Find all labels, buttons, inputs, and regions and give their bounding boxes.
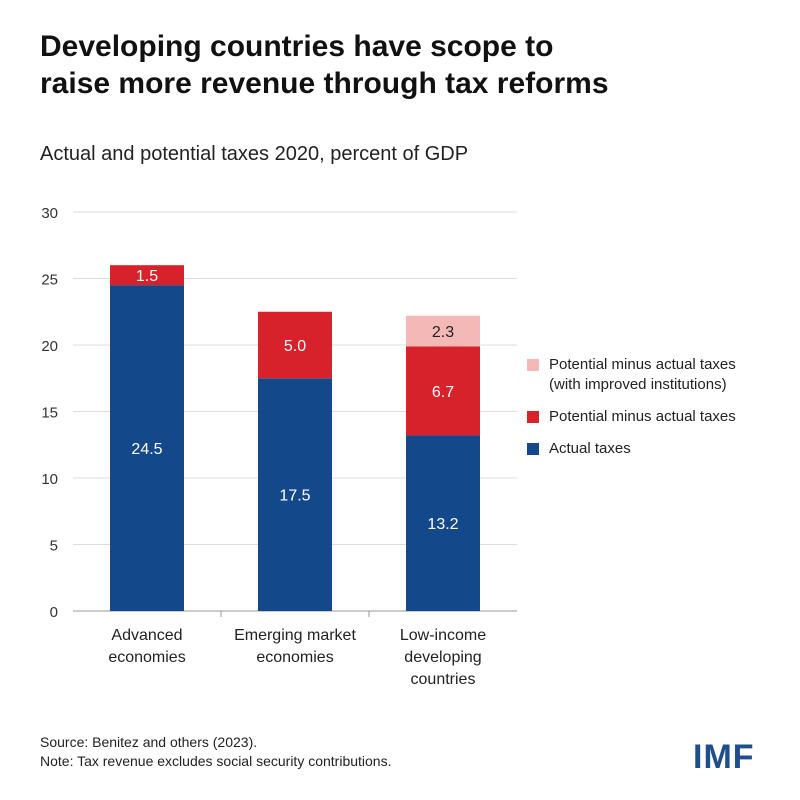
- legend-swatch-potential-minus-actual: [527, 411, 539, 423]
- data-label-0-0: 24.5: [131, 441, 162, 458]
- legend-label-actual-taxes: Actual taxes: [549, 440, 631, 457]
- bar-segment-2-0: [406, 435, 480, 611]
- y-tick-label-0: 0: [50, 604, 58, 621]
- footer-notes: Source: Benitez and others (2023). Note:…: [40, 733, 391, 771]
- legend-label-improved-line1: Potential minus actual taxes: [549, 356, 736, 373]
- x-tick-label-2-1: developing: [404, 649, 481, 666]
- x-tick-label-0-0: Advanced: [111, 627, 182, 644]
- title-line-1: Developing countries have scope to: [40, 30, 554, 63]
- y-tick-label-20: 20: [41, 338, 58, 355]
- chart-subtitle: Actual and potential taxes 2020, percent…: [40, 143, 469, 165]
- chart-title: Developing countries have scope to raise…: [40, 28, 760, 102]
- legend-item-potential-minus-actual: Potential minus actual taxes: [527, 407, 787, 427]
- x-tick-label-2-2: countries: [411, 671, 476, 688]
- x-tick-label-2-0: Low-income: [400, 627, 486, 644]
- y-tick-label-5: 5: [50, 538, 58, 555]
- data-label-0-1: 1.5: [136, 268, 158, 285]
- y-tick-label-30: 30: [41, 205, 58, 222]
- legend-label-potential-minus-actual: Potential minus actual taxes: [549, 408, 736, 425]
- legend-item-improved-institutions: Potential minus actual taxes (with impro…: [527, 355, 787, 395]
- bar-segment-2-2: [406, 315, 480, 347]
- bar-segment-2-1: [406, 346, 480, 436]
- data-label-1-0: 17.5: [279, 488, 310, 505]
- bar-segment-1-1: [258, 311, 332, 379]
- bar-segment-1-0: [258, 378, 332, 611]
- data-label-2-2: 2.3: [432, 324, 454, 341]
- x-tick-label-1-1: economies: [256, 649, 333, 666]
- legend-label-improved-line2: (with improved institutions): [549, 376, 727, 393]
- title-line-2: raise more revenue through tax reforms: [40, 67, 609, 100]
- y-tick-label-10: 10: [41, 471, 58, 488]
- bar-segment-0-0: [110, 285, 184, 611]
- source-note: Source: Benitez and others (2023).: [40, 734, 258, 750]
- legend: Potential minus actual taxes (with impro…: [527, 355, 787, 471]
- x-tick-label-0-1: economies: [108, 649, 185, 666]
- data-label-2-0: 13.2: [427, 516, 458, 533]
- data-label-1-1: 5.0: [284, 338, 306, 355]
- legend-item-actual-taxes: Actual taxes: [527, 439, 787, 459]
- tax-note: Note: Tax revenue excludes social securi…: [40, 753, 392, 769]
- legend-swatch-improved-institutions: [527, 359, 539, 371]
- imf-logo: IMF: [693, 738, 755, 776]
- x-tick-label-1-0: Emerging market: [234, 627, 356, 644]
- y-tick-label-15: 15: [41, 405, 58, 422]
- y-tick-label-25: 25: [41, 272, 58, 289]
- legend-swatch-actual-taxes: [527, 443, 539, 455]
- data-label-2-1: 6.7: [432, 384, 454, 401]
- bar-segment-0-1: [110, 265, 184, 286]
